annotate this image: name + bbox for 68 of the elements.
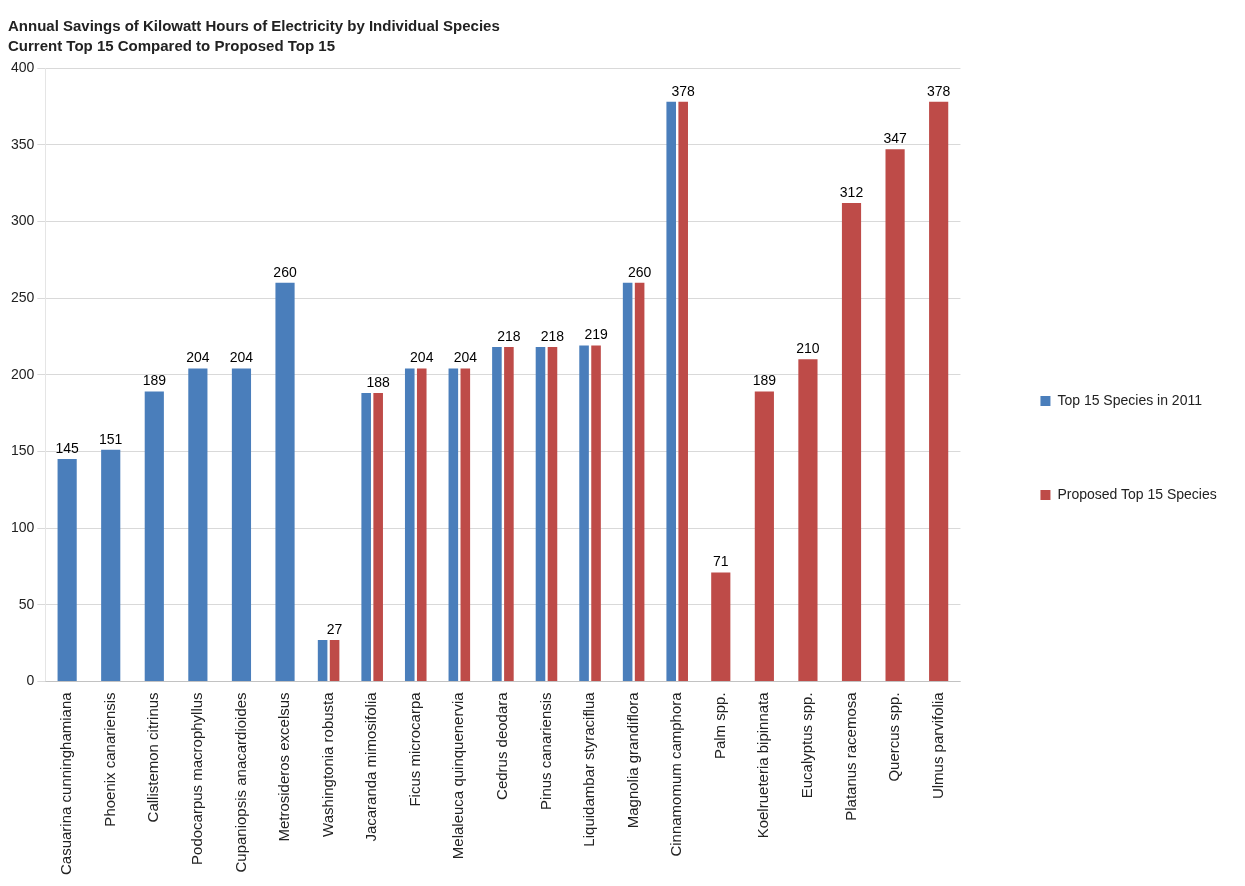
data-label: 218 bbox=[497, 327, 521, 344]
data-label: 210 bbox=[796, 340, 820, 357]
x-tick-label: Ulmus parvifolia bbox=[928, 691, 946, 800]
data-label: 145 bbox=[55, 439, 80, 456]
data-label: 189 bbox=[752, 372, 777, 389]
bar bbox=[535, 347, 546, 681]
y-tick-label: 200 bbox=[11, 365, 35, 382]
bar bbox=[460, 368, 471, 681]
x-tick-label: Podocarpus macrophyllus bbox=[188, 692, 206, 865]
bar bbox=[547, 347, 558, 681]
data-label: 189 bbox=[142, 372, 167, 389]
x-tick-label: Platanus racemosa bbox=[841, 691, 859, 821]
bar bbox=[373, 393, 383, 681]
x-tick-label: Phoenix canariensis bbox=[100, 692, 118, 827]
bar bbox=[416, 368, 427, 681]
data-label: 27 bbox=[326, 620, 343, 637]
chart-title: Annual Savings of Kilowatt Hours of Electricity by Individual Species bbox=[8, 17, 500, 35]
x-tick-label: Cinnamomum camphora bbox=[667, 691, 685, 857]
data-label: 218 bbox=[540, 327, 565, 344]
bar bbox=[329, 639, 340, 681]
x-tick-label: Quercus spp. bbox=[885, 692, 903, 782]
x-tick-label: Metrosideros excelsus bbox=[275, 692, 293, 842]
x-tick-label: Eucalyptus spp. bbox=[798, 692, 816, 799]
y-tick-label: 300 bbox=[11, 212, 35, 229]
bar bbox=[492, 347, 502, 681]
y-tick-label: 350 bbox=[11, 135, 35, 152]
x-tick-label: Cupaniopsis anacardioides bbox=[231, 692, 249, 873]
y-tick-label: 400 bbox=[11, 58, 35, 75]
y-tick-label: 0 bbox=[26, 672, 35, 689]
x-tick-label: Pinus canariensis bbox=[536, 692, 554, 810]
y-tick-label: 50 bbox=[18, 595, 35, 612]
x-tick-label: Washingtonia robusta bbox=[318, 691, 336, 837]
data-label: 204 bbox=[453, 349, 478, 366]
y-tick-label: 100 bbox=[11, 518, 35, 535]
bar bbox=[504, 347, 514, 681]
x-tick-label: Liquidambar styraciflua bbox=[580, 691, 598, 847]
y-tick-label: 250 bbox=[11, 288, 35, 305]
data-label: 188 bbox=[366, 373, 391, 390]
bar bbox=[666, 101, 677, 681]
data-label: 219 bbox=[584, 326, 608, 343]
x-tick-label: Palm spp. bbox=[710, 692, 728, 760]
data-label: 260 bbox=[627, 263, 652, 280]
data-label: 347 bbox=[883, 130, 907, 147]
data-label: 378 bbox=[926, 82, 951, 99]
bar bbox=[622, 282, 633, 681]
bar bbox=[591, 345, 601, 681]
data-label: 71 bbox=[712, 553, 729, 570]
bar bbox=[448, 368, 459, 681]
data-label: 204 bbox=[229, 349, 254, 366]
x-tick-label: Koelrueteria bipinnata bbox=[754, 691, 772, 839]
x-tick-label: Callistemon citrinus bbox=[144, 692, 162, 823]
y-tick-label: 150 bbox=[11, 442, 35, 459]
x-tick-label: Ficus microcarpa bbox=[405, 691, 423, 807]
x-tick-label: Cedrus deodara bbox=[493, 691, 511, 800]
data-label: 312 bbox=[839, 183, 864, 200]
data-label: 204 bbox=[186, 349, 210, 366]
legend-label: Top 15 Species in 2011 bbox=[1057, 391, 1203, 408]
data-label: 378 bbox=[671, 82, 696, 99]
x-tick-label: Jacaranda mimosifolia bbox=[362, 691, 380, 842]
data-label: 260 bbox=[273, 263, 297, 280]
data-label: 151 bbox=[99, 430, 123, 447]
legend-label: Proposed Top 15 Species bbox=[1057, 485, 1217, 502]
x-tick-label: Melaleuca quinquenervia bbox=[449, 691, 467, 860]
chart-subtitle: Current Top 15 Compared to Proposed Top 15 bbox=[8, 37, 335, 55]
x-tick-label: Magnolia grandiflora bbox=[623, 691, 641, 829]
bar bbox=[579, 345, 589, 681]
x-tick-label: Casuarina cunninghamiana bbox=[57, 691, 75, 875]
data-label: 204 bbox=[410, 349, 434, 366]
